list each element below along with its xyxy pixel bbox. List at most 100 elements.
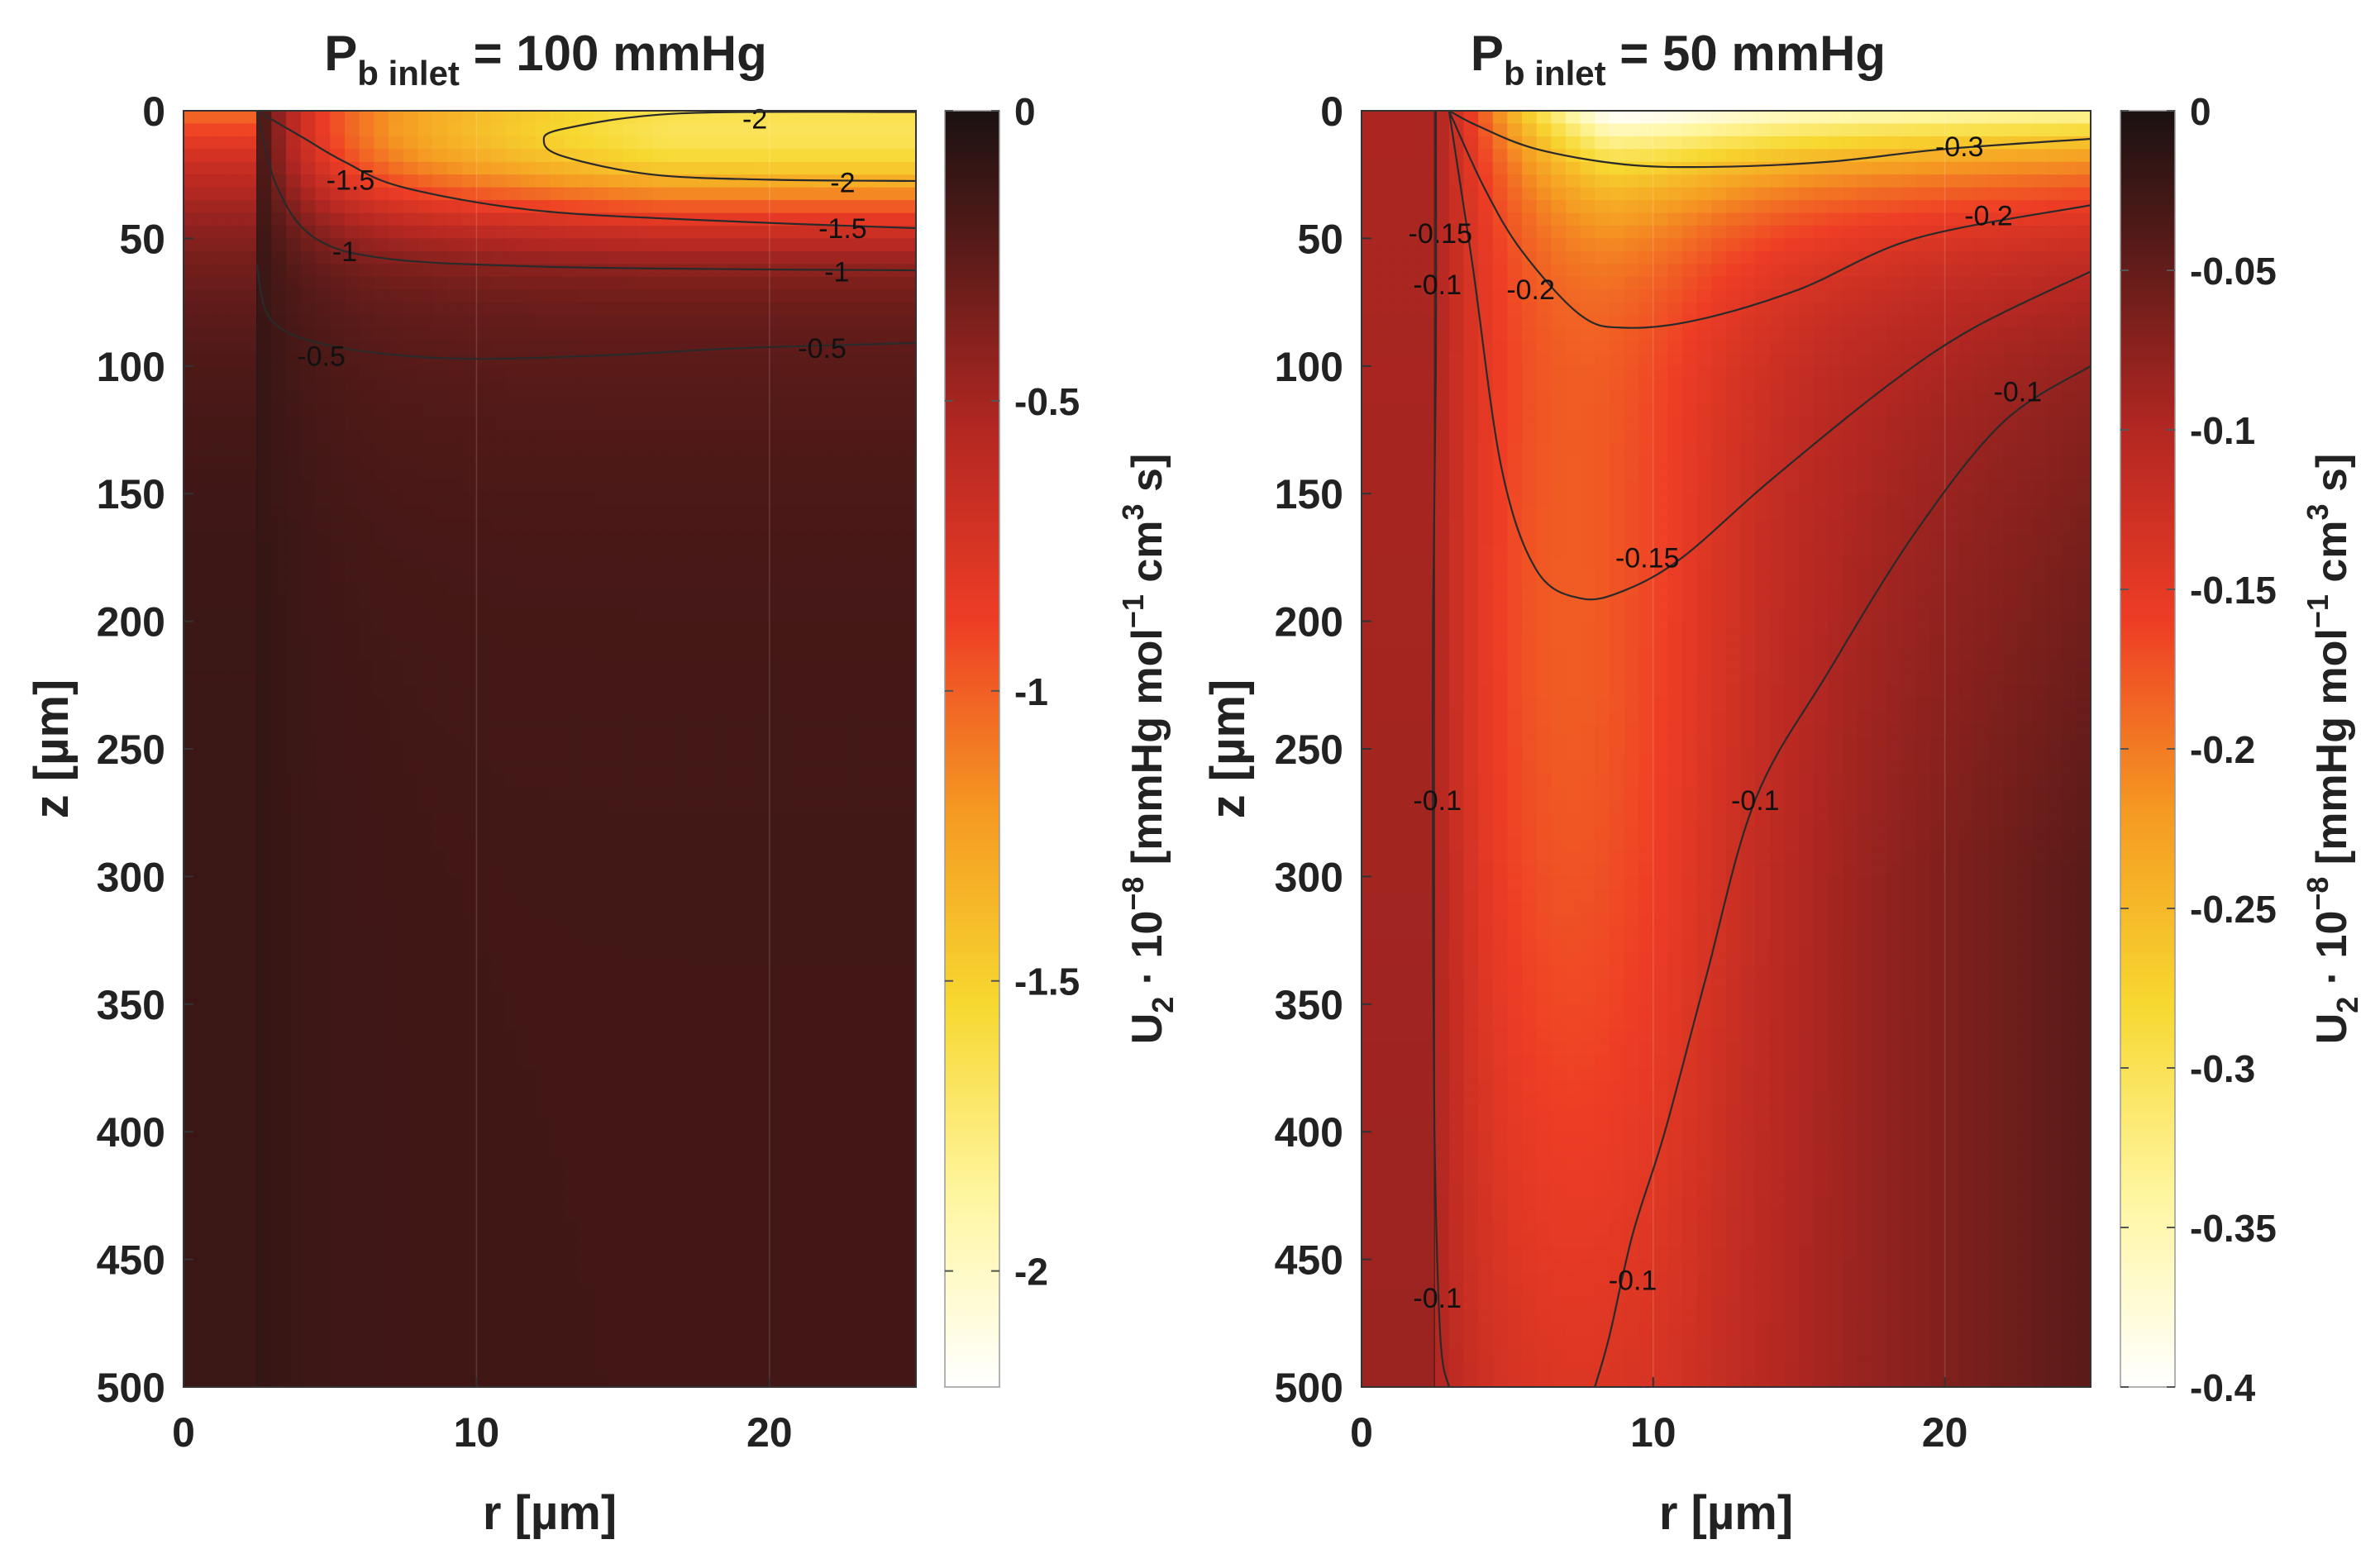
heatmap-cell [681,1182,697,1197]
heatmap-cell [227,570,243,584]
heatmap-cell [550,544,565,559]
heatmap-cell [330,315,346,329]
heatmap-cell [286,1259,302,1273]
heatmap-cell [799,927,814,941]
heatmap-cell [374,684,389,699]
heatmap-cell [389,621,404,635]
heatmap-cell [784,1170,800,1184]
heatmap-cell [564,200,580,214]
heatmap-cell [550,672,565,686]
heatmap-cell [476,174,492,188]
heatmap-cell [769,698,785,712]
heatmap-cell [227,212,243,226]
heatmap-cell [666,978,683,993]
heatmap-cell [608,1003,624,1018]
heatmap-cell [184,914,199,928]
heatmap-cell [432,1297,448,1312]
heatmap-cell [315,787,331,801]
heatmap-cell [359,519,375,533]
heatmap-cell [755,1157,770,1171]
heatmap-cell [755,1170,770,1184]
heatmap-cell [417,1374,434,1388]
heatmap-cell [564,570,580,584]
heatmap-cell [417,1195,434,1209]
heatmap-cell [652,1233,668,1247]
heatmap-cell [579,379,594,393]
heatmap-cell [681,1323,697,1337]
heatmap-cell [241,264,258,278]
heatmap-cell [374,1323,389,1337]
heatmap-cell [622,212,639,226]
heatmap-cell [755,825,770,839]
heatmap-cell [813,455,829,469]
heatmap-cell [710,570,727,584]
heatmap-cell [359,787,375,801]
heatmap-cell [652,123,668,137]
heatmap-cell [652,187,668,201]
heatmap-cell [594,1055,609,1069]
heatmap-cell [725,1132,742,1146]
heatmap-cell [681,417,697,431]
heatmap-cell [550,327,565,341]
heatmap-cell [681,544,697,559]
heatmap-cell [622,1297,639,1312]
heatmap-cell [842,595,858,609]
heatmap-cell [417,813,434,827]
heatmap-cell [799,187,814,201]
heatmap-cell [417,327,434,341]
heatmap-cell [594,1259,609,1273]
heatmap-cell [359,1348,375,1362]
heatmap-cell [505,1348,522,1362]
heatmap-cell [725,774,742,789]
heatmap-cell [637,519,653,533]
heatmap-cell [608,544,624,559]
heatmap-cell [535,1221,551,1235]
heatmap-cell [740,391,756,405]
heatmap-cell [784,1208,800,1223]
heatmap-cell [564,212,580,226]
heatmap-cell [241,493,258,508]
heatmap-cell [389,264,404,278]
heatmap-cell [446,289,463,303]
heatmap-cell [461,1170,478,1184]
heatmap-cell [286,659,302,674]
heatmap-cell [374,404,389,418]
heatmap-cell [886,940,903,954]
heatmap-cell [417,978,434,993]
heatmap-cell [432,1259,448,1273]
heatmap-cell [622,1323,639,1337]
heatmap-cell [535,876,551,890]
heatmap-cell [432,430,448,444]
heatmap-cell [403,851,419,865]
heatmap-cell [256,787,273,801]
heatmap-cell [256,940,273,954]
heatmap-cell [432,595,448,609]
heatmap-cell [813,1093,829,1108]
heatmap-cell [666,123,683,137]
heatmap-cell [755,710,770,724]
heatmap-cell [886,200,903,214]
heatmap-cell [681,1170,697,1184]
heatmap-cell [359,889,375,903]
heatmap-cell [491,1348,507,1362]
heatmap-cell [886,557,903,571]
heatmap-cell [799,123,814,137]
heatmap-cell [505,634,522,648]
heatmap-cell [579,212,594,226]
heatmap-cell [535,927,551,941]
heatmap-cell [857,940,873,954]
heatmap-cell [271,965,287,979]
heatmap-cell [828,1323,844,1337]
heatmap-cell [198,391,214,405]
heatmap-cell [491,1246,507,1261]
panel-title-left: Pb inlet = 100 mmHg [324,26,767,93]
heatmap-cell [652,876,668,890]
heatmap-cell [330,749,346,763]
heatmap-cell [344,595,360,609]
heatmap-cell [608,417,624,431]
heatmap-cell [432,684,448,699]
heatmap-cell [286,1118,302,1132]
heatmap-cell [300,621,317,635]
heatmap-cell [871,493,888,508]
heatmap-cell [769,276,785,290]
